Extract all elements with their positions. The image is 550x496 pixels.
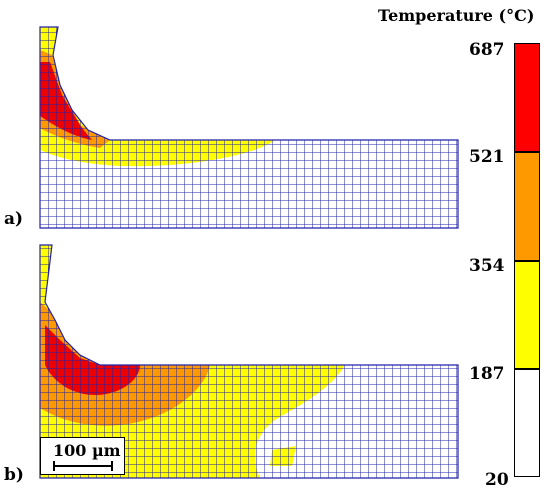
legend-tick-2: 354	[469, 256, 505, 276]
legend-title: Temperature (°C)	[378, 6, 535, 25]
scale-bar: 100 µm	[40, 437, 125, 475]
panel-a: a)	[0, 0, 470, 240]
legend-tick-3: 187	[469, 364, 505, 384]
panel-b-label: b)	[4, 465, 24, 485]
colorbar-band-yellow	[515, 261, 539, 369]
colorbar-band-red	[515, 44, 539, 152]
scale-bar-label: 100 µm	[53, 441, 121, 460]
scale-bar-line	[53, 461, 113, 471]
temperature-colorbar	[514, 43, 540, 477]
colorbar-band-white	[515, 369, 539, 475]
legend-tick-4: 20	[485, 470, 509, 490]
panel-a-label: a)	[4, 209, 23, 229]
panel-a-mesh-domain	[40, 27, 458, 228]
legend-tick-1: 521	[469, 147, 505, 167]
legend-tick-0: 687	[469, 40, 505, 60]
colorbar-band-orange	[515, 152, 539, 261]
